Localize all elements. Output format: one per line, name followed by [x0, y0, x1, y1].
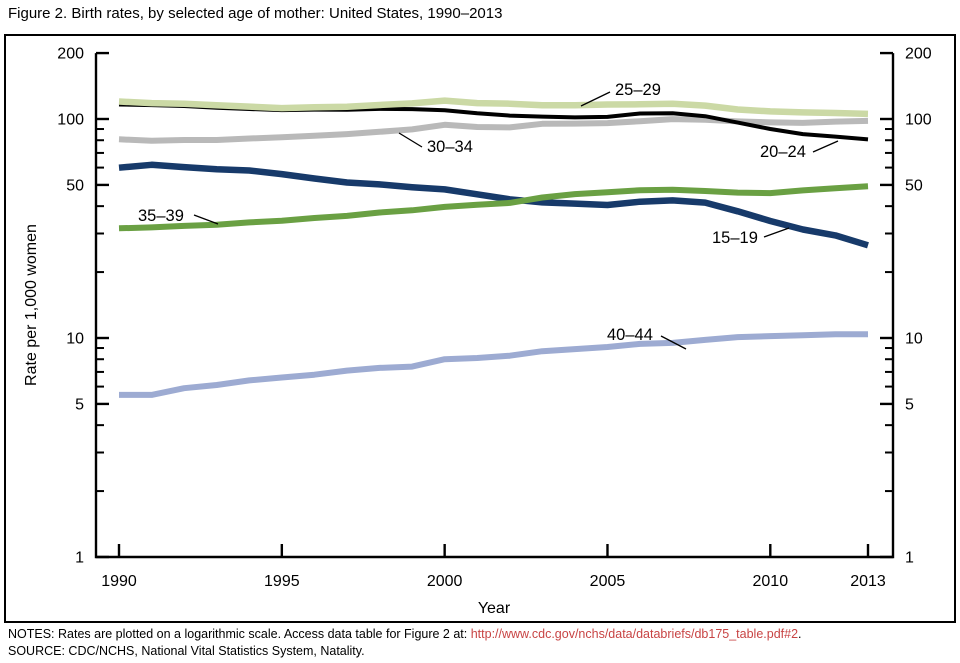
series-label-30-34: 30–34 [427, 138, 473, 156]
y-tick-label-right-200: 200 [905, 46, 932, 63]
y-tick-label-left-100: 100 [57, 112, 84, 129]
series-label-20-24: 20–24 [760, 143, 806, 161]
y-tick-label-left-5: 5 [75, 396, 84, 413]
notes-period: . [798, 627, 802, 641]
series-line-35-39 [118, 183, 869, 232]
axes-frame [94, 53, 895, 559]
y-axis-title: Rate per 1,000 women [23, 224, 40, 386]
series-label-35-39: 35–39 [138, 207, 184, 225]
x-tick-label-2013: 2013 [850, 573, 886, 590]
x-tick-label-1990: 1990 [101, 573, 137, 590]
chart-border [4, 34, 956, 623]
series-label-25-29: 25–29 [615, 81, 661, 99]
x-tick-label-1995: 1995 [264, 573, 300, 590]
x-tick-label-2005: 2005 [590, 573, 626, 590]
series-label-40-44: 40–44 [607, 326, 653, 344]
y-tick-label-left-1: 1 [75, 550, 84, 567]
series-label-15-19: 15–19 [712, 229, 758, 247]
notes-line: NOTES: Rates are plotted on a logarithmi… [8, 627, 802, 641]
series-label-leader-30-34 [398, 132, 423, 148]
x-tick-label-2000: 2000 [427, 573, 463, 590]
series-line-15-19 [118, 161, 869, 249]
x-tick-label-2010: 2010 [753, 573, 789, 590]
y-tick-label-right-1: 1 [905, 550, 914, 567]
series-label-leader-15-19 [763, 227, 790, 238]
figure-title: Figure 2. Birth rates, by selected age o… [8, 5, 503, 22]
notes-text: NOTES: Rates are plotted on a logarithmi… [8, 627, 471, 641]
series-line-25-29 [118, 97, 869, 118]
data-table-link[interactable]: http://www.cdc.gov/nchs/data/databriefs/… [470, 627, 799, 641]
series-label-leader-35-39 [193, 214, 219, 225]
x-axis-title: Year [478, 600, 511, 617]
y-tick-label-left-50: 50 [66, 177, 84, 194]
y-tick-label-right-10: 10 [905, 331, 923, 348]
y-tick-label-right-5: 5 [905, 396, 914, 413]
y-tick-label-left-200: 200 [57, 46, 84, 63]
series-label-leader-40-44 [660, 335, 687, 350]
y-tick-label-left-10: 10 [66, 331, 84, 348]
y-tick-label-right-50: 50 [905, 177, 923, 194]
source-line: SOURCE: CDC/NCHS, National Vital Statist… [8, 644, 365, 658]
series-line-40-44 [119, 331, 868, 398]
series-label-leader-25-29 [580, 91, 611, 107]
series-label-leader-20-24 [812, 140, 839, 153]
y-tick-label-right-100: 100 [905, 112, 932, 129]
series-line-30-34 [118, 116, 869, 144]
